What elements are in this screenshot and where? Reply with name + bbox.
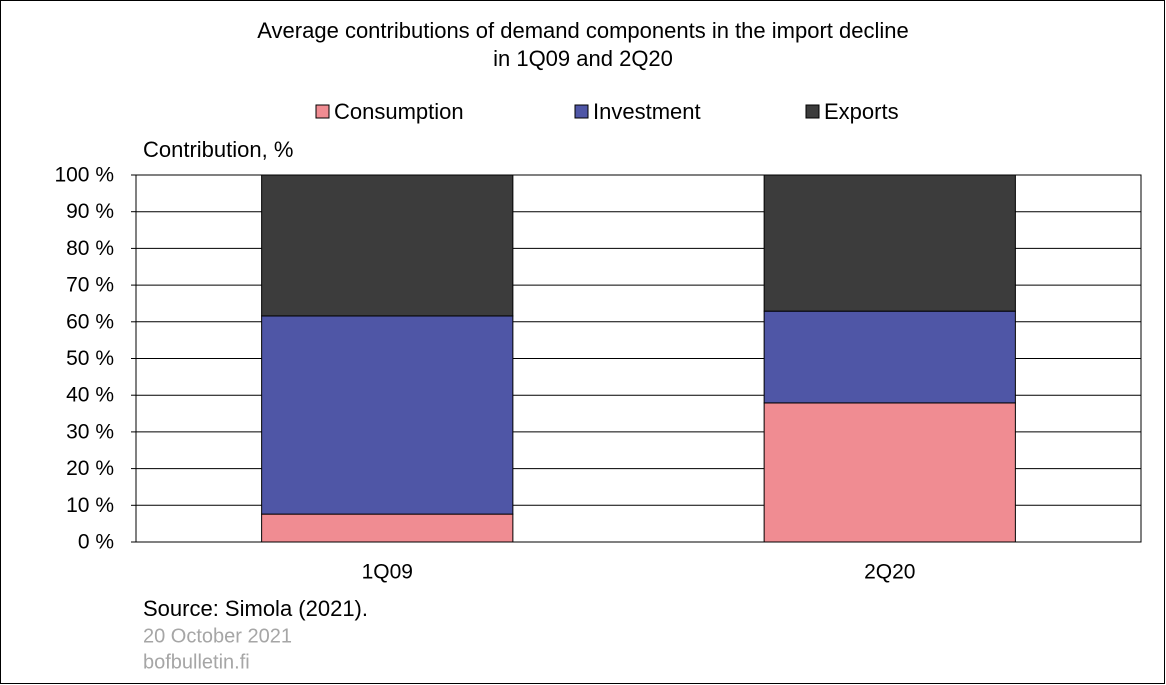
y-tick-label: 0 %	[78, 531, 114, 554]
legend-label: Exports	[824, 99, 899, 124]
legend-swatch	[805, 104, 820, 119]
site: bofbulletin.fi	[143, 651, 250, 673]
source: Source: Simola (2021).	[143, 596, 368, 621]
y-tick-label: 60 %	[66, 310, 114, 333]
bar-segment	[763, 402, 1016, 543]
y-tick-label: 30 %	[66, 420, 114, 443]
x-tick-label: 1Q09	[362, 561, 413, 584]
legend-label: Consumption	[334, 99, 464, 124]
y-tick-label: 10 %	[66, 494, 114, 517]
chart-title: Average contributions of demand componen…	[257, 18, 908, 43]
y-tick-label: 70 %	[66, 274, 114, 297]
y-tick-label: 50 %	[66, 347, 114, 370]
bar-segment	[763, 174, 1016, 312]
y-tick-label: 100 %	[54, 164, 114, 187]
plot-border	[135, 174, 1142, 543]
y-tick-label: 90 %	[66, 200, 114, 223]
bar-segment	[261, 174, 514, 317]
date: 20 October 2021	[143, 625, 292, 647]
legend-swatch	[315, 104, 330, 119]
chart-title: in 1Q09 and 2Q20	[493, 46, 673, 71]
legend-label: Investment	[593, 99, 701, 124]
y-tick-label: 80 %	[66, 237, 114, 260]
legend-swatch	[574, 104, 589, 119]
y-axis-label: Contribution, %	[143, 137, 293, 162]
x-tick-label: 2Q20	[864, 561, 915, 584]
bar-segment	[763, 310, 1016, 404]
y-tick-label: 40 %	[66, 384, 114, 407]
y-tick-label: 20 %	[66, 457, 114, 480]
bar-segment	[261, 513, 514, 543]
bar-segment	[261, 315, 514, 515]
